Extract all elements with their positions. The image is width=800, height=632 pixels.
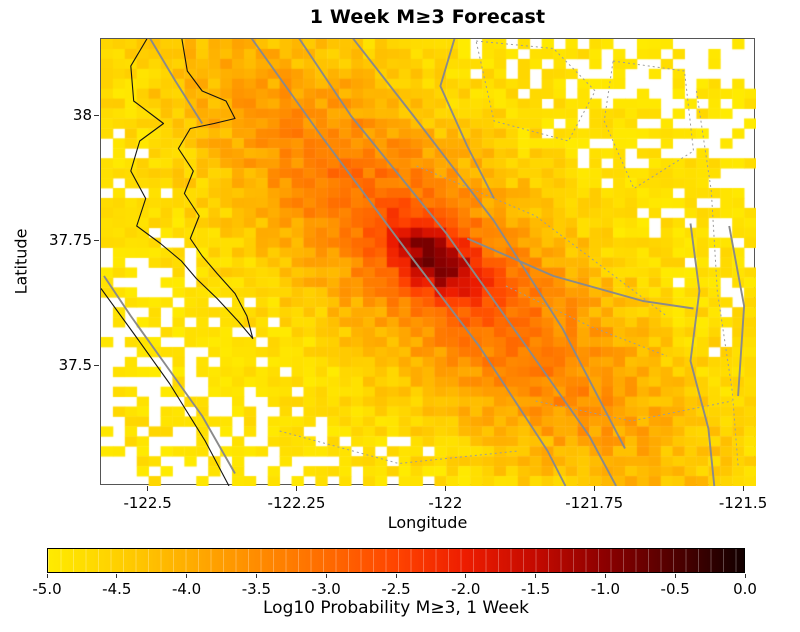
x-tick-mark (296, 486, 297, 491)
colorbar-tick-mark (674, 574, 676, 578)
boundary-line (505, 285, 667, 357)
x-tick-label: -121.75 (565, 494, 624, 512)
fault-line (728, 225, 746, 397)
coastline (130, 39, 254, 340)
colorbar-tick-label: 0.0 (733, 580, 757, 598)
boundary-line (416, 165, 668, 317)
x-tick-label: -122.25 (267, 494, 326, 512)
y-tick-label: 38 (72, 106, 92, 124)
y-tick-mark (94, 114, 99, 116)
boundary-line (603, 60, 695, 190)
map-lines-overlay (101, 39, 746, 486)
colorbar-tick-mark (535, 574, 537, 578)
y-axis-label: Latitude (11, 228, 31, 295)
colorbar-tick-label: -2.5 (381, 580, 411, 598)
colorbar-tick-mark (395, 574, 397, 578)
y-tick-mark (94, 239, 99, 241)
coastline (101, 288, 230, 486)
colorbar-tick-mark (465, 574, 467, 578)
colorbar-tick-label: -4.5 (102, 580, 132, 598)
fault-line (149, 39, 204, 125)
x-tick-label: -121.5 (718, 494, 768, 512)
x-tick-label: -122 (428, 494, 463, 512)
fault-line (250, 39, 567, 486)
colorbar-tick-label: -1.0 (590, 580, 621, 598)
x-tick-mark (593, 486, 595, 491)
colorbar-tick-label: -2.0 (451, 580, 481, 598)
x-tick-label: -122.5 (123, 494, 172, 512)
boundary-line (696, 90, 739, 467)
plot-area (100, 38, 756, 486)
fault-line (103, 275, 236, 474)
colorbar-tick-mark (116, 574, 118, 578)
heatmap-canvas (101, 39, 756, 486)
colorbar-tick-mark (325, 574, 327, 578)
fault-line (689, 223, 716, 486)
x-tick-mark (742, 486, 744, 491)
fault-line (298, 39, 617, 486)
colorbar-tick-label: -0.5 (660, 580, 690, 598)
colorbar-tick-mark (604, 574, 606, 578)
colorbar-tick-mark (46, 574, 48, 578)
colorbar-tick-label: -4.0 (171, 580, 202, 598)
boundary-line (279, 430, 518, 465)
boundary-line (535, 400, 733, 422)
colorbar-tick-mark (744, 574, 746, 578)
y-tick-label: 37.5 (58, 356, 92, 374)
colorbar-segments (48, 549, 744, 572)
y-tick-label: 37.75 (49, 231, 92, 249)
x-axis-label: Longitude (387, 513, 468, 532)
colorbar-tick-label: -3.5 (241, 580, 272, 598)
colorbar-tick-label: -5.0 (32, 580, 62, 598)
fault-line (466, 237, 694, 310)
colorbar-tick-mark (255, 574, 257, 578)
colorbar (47, 548, 745, 573)
colorbar-label: Log10 Probability M≥3, 1 Week (263, 598, 529, 618)
colorbar-tick-label: -3.0 (311, 580, 341, 598)
colorbar-tick-mark (186, 574, 188, 578)
x-tick-mark (147, 486, 149, 491)
colorbar-tick-label: -1.5 (520, 580, 551, 598)
fault-line (352, 39, 626, 449)
y-tick-mark (94, 364, 99, 366)
chart-title: 1 Week M≥3 Forecast (309, 6, 546, 28)
boundary-line (475, 40, 596, 142)
x-tick-mark (444, 486, 446, 491)
fault-line (439, 39, 495, 199)
